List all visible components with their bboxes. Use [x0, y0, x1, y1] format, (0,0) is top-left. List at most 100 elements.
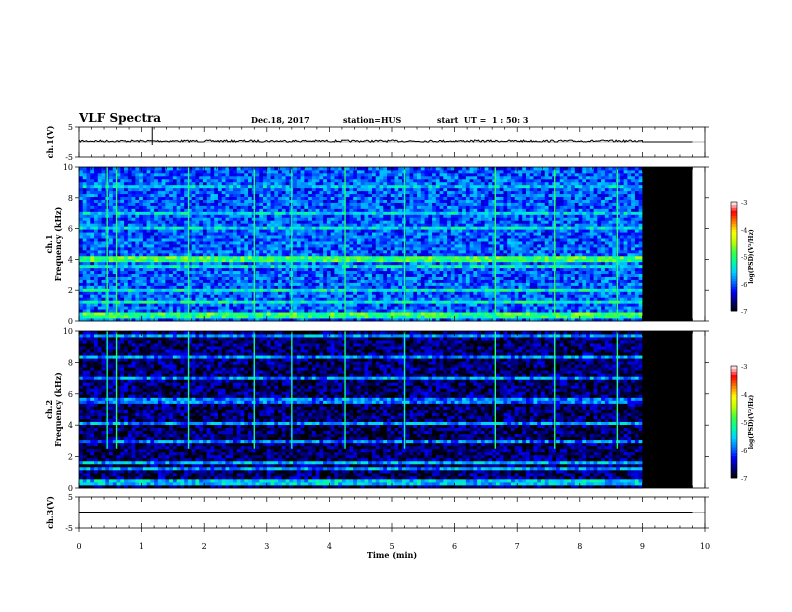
spectrogram-cell — [135, 249, 140, 254]
spectrogram-cell — [266, 279, 271, 283]
spectrogram-cell — [533, 226, 538, 230]
spectrogram-cell — [548, 267, 553, 272]
spectrogram-cell — [240, 285, 245, 289]
spectrogram-cell — [514, 238, 519, 242]
spectrogram-cell — [184, 232, 189, 236]
spectrogram-cell — [165, 312, 170, 316]
spectrogram-cell — [529, 226, 534, 230]
spectrogram-cell — [349, 264, 354, 269]
spectrogram-cell — [454, 255, 459, 260]
spectrogram-cell — [139, 312, 144, 316]
spectrogram-cell — [127, 291, 132, 295]
spectrogram-cell — [94, 318, 99, 322]
spectrogram-cell — [263, 303, 268, 307]
spectrogram-cell — [172, 241, 178, 245]
spectrogram-cell — [240, 270, 245, 275]
spectrogram-cell — [240, 223, 245, 227]
spectrogram-cell — [417, 226, 422, 230]
spectrogram-cell — [225, 279, 230, 283]
spectrogram-cell — [540, 249, 546, 254]
spectrogram-cell — [236, 285, 241, 289]
spectrogram-cell — [323, 261, 328, 266]
spectrogram-cell — [255, 241, 260, 245]
spectrogram-cell — [601, 300, 606, 304]
spectrogram-cell — [522, 315, 527, 319]
spectrogram-cell — [473, 258, 478, 263]
spectrogram-cell — [266, 312, 271, 316]
spectrogram-cell — [150, 252, 155, 257]
spectrogram-cell — [172, 315, 178, 319]
spectrogram-cell — [326, 241, 332, 245]
spectrogram-cell — [574, 288, 579, 292]
spectrogram-cell — [285, 238, 290, 242]
spectrogram-cell — [195, 294, 200, 298]
spectrogram-cell — [236, 232, 241, 236]
spectrogram-cell — [225, 261, 230, 266]
spectrogram-cell — [529, 261, 534, 266]
spectrogram-cell — [236, 255, 241, 260]
spectrogram-cell — [432, 297, 437, 301]
spectrogram-cell — [229, 288, 234, 292]
spectrogram-cell — [458, 264, 463, 269]
spectrogram-cell — [281, 294, 286, 298]
spectrogram-cell — [206, 249, 211, 254]
spectrogram-cell — [195, 303, 200, 307]
spectrogram-cell — [308, 252, 313, 257]
spectrogram-cell — [326, 291, 332, 295]
spectrogram-cell — [571, 270, 576, 275]
spectrogram-cell — [386, 246, 392, 251]
spectrogram-cell — [244, 309, 249, 313]
spectrogram-cell — [236, 238, 241, 242]
spectrogram-cell — [484, 318, 489, 322]
spectrogram-cell — [432, 303, 437, 307]
spectrogram-cell — [349, 244, 354, 248]
spectrogram-cell — [315, 294, 320, 298]
spectrogram-cell — [79, 303, 84, 307]
spectrogram-cell — [116, 261, 121, 266]
spectrogram-cell — [217, 252, 223, 257]
spectrogram-cell — [112, 267, 117, 272]
spectrogram-cell — [593, 297, 598, 301]
spectrogram-cell — [330, 249, 335, 254]
spectrogram-cell — [634, 309, 640, 313]
spectrogram-cell — [326, 279, 332, 283]
spectrogram-cell — [480, 249, 486, 254]
spectrogram-cell — [311, 232, 317, 236]
spectrogram-cell — [578, 264, 583, 269]
spectrogram-cell — [184, 300, 189, 304]
spectrogram-cell — [586, 297, 591, 301]
spectrogram-cell — [477, 267, 482, 272]
spectrogram-cell — [229, 318, 234, 322]
spectrogram-cell — [86, 303, 91, 307]
spectrogram-cell — [97, 255, 102, 260]
spectrogram-cell — [221, 232, 226, 236]
spectrogram-cell — [627, 306, 632, 310]
spectrogram-cell — [135, 252, 140, 257]
spectrogram-cell — [79, 309, 84, 313]
spectrogram-cell — [518, 273, 523, 277]
spectrogram-cell — [341, 300, 347, 304]
spectrogram-cell — [484, 264, 489, 269]
spectrogram-cell — [514, 285, 519, 289]
spectrogram-cell — [180, 258, 185, 263]
spectrogram-cell — [409, 306, 414, 310]
spectrogram-cell — [556, 300, 561, 304]
spectrogram-cell — [101, 285, 106, 289]
spectrogram-cell — [638, 267, 643, 272]
spectrogram-cell — [165, 246, 170, 251]
spectrogram-cell — [447, 238, 452, 242]
spectrogram-cell — [488, 238, 493, 242]
spectrogram-cell — [293, 309, 298, 313]
spectrogram-cell — [131, 285, 136, 289]
spectrogram-cell — [330, 306, 335, 310]
spectrogram-cell — [379, 315, 384, 319]
spectrogram-cell — [413, 246, 418, 251]
spectrogram-cell — [86, 306, 91, 310]
spectrogram-cell — [157, 246, 163, 251]
spectrogram-cell — [510, 306, 516, 310]
spectrogram-cell — [623, 273, 628, 277]
spectrogram-cell — [278, 229, 283, 233]
spectrogram-cell — [195, 285, 200, 289]
spectrogram-cell — [176, 300, 181, 304]
spectrogram-cell — [480, 285, 486, 289]
